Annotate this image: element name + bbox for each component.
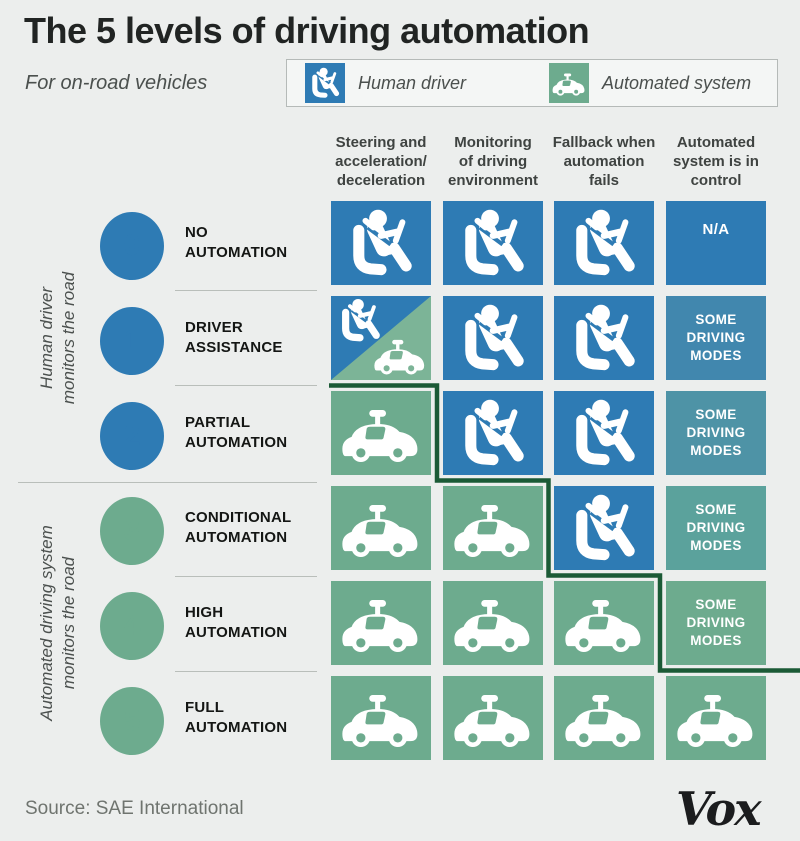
row-label: DRIVER ASSISTANCE xyxy=(185,319,283,356)
automated-car-icon xyxy=(562,689,646,748)
row-level-0: 0 NO AUTOMATION N/A xyxy=(0,201,800,285)
cell-l2-fallback xyxy=(554,391,654,475)
row-label: CONDITIONAL AUTOMATION xyxy=(185,509,292,546)
automated-car-icon xyxy=(451,499,535,558)
automated-car-icon xyxy=(549,63,589,103)
cell-l2-control: SOME DRIVING MODES xyxy=(666,391,766,475)
automated-car-icon xyxy=(562,594,646,653)
automated-car-icon xyxy=(451,689,535,748)
human-driver-icon xyxy=(456,303,530,373)
column-header-fallback: Fallback when automation fails xyxy=(552,134,656,189)
level-badge: 3 xyxy=(100,497,164,565)
cell-l4-fallback xyxy=(554,581,654,665)
row-divider xyxy=(175,385,317,386)
section-divider xyxy=(18,482,317,483)
automated-car-icon xyxy=(339,689,423,748)
level-badge: 4 xyxy=(100,592,164,660)
cell-l3-control: SOME DRIVING MODES xyxy=(666,486,766,570)
cell-l2-steering xyxy=(331,391,431,475)
row-level-1: 1 DRIVER ASSISTANCE SOME DRIVING MODES xyxy=(0,296,800,380)
cell-l0-control: N/A xyxy=(666,201,766,285)
cell-l1-steering-shared xyxy=(331,296,431,380)
human-driver-icon xyxy=(456,208,530,278)
page-subtitle: For on-road vehicles xyxy=(25,72,208,94)
column-header-steering: Steering and acceleration/deceleration xyxy=(335,134,427,189)
level-badge: 5 xyxy=(100,687,164,755)
legend-box: Human driver Automated system xyxy=(286,59,778,107)
cell-l4-control: SOME DRIVING MODES xyxy=(666,581,766,665)
row-divider xyxy=(175,290,317,291)
row-label: HIGH AUTOMATION xyxy=(185,604,288,641)
row-label: PARTIAL AUTOMATION xyxy=(185,414,288,451)
cell-l5-control xyxy=(666,676,766,760)
level-badge: 0 xyxy=(100,212,164,280)
automated-car-icon xyxy=(451,594,535,653)
row-divider xyxy=(175,671,317,672)
cell-l1-fallback xyxy=(554,296,654,380)
human-driver-icon xyxy=(567,398,641,468)
cell-l0-steering xyxy=(331,201,431,285)
human-driver-icon xyxy=(305,63,345,103)
automated-car-icon xyxy=(339,594,423,653)
cell-l4-monitoring xyxy=(443,581,543,665)
cell-l1-control: SOME DRIVING MODES xyxy=(666,296,766,380)
legend-item-human-driver: Human driver xyxy=(305,60,466,106)
level-badge: 1 xyxy=(100,307,164,375)
human-driver-icon xyxy=(567,303,641,373)
cell-l1-monitoring xyxy=(443,296,543,380)
cell-l3-steering xyxy=(331,486,431,570)
cell-l2-monitoring xyxy=(443,391,543,475)
level-badge: 2 xyxy=(100,402,164,470)
cell-l3-fallback xyxy=(554,486,654,570)
vox-logo: Vox xyxy=(676,782,762,836)
legend-item-automated-system: Automated system xyxy=(549,60,751,106)
human-driver-icon xyxy=(567,493,641,563)
human-driver-icon xyxy=(344,208,418,278)
legend-label: Human driver xyxy=(358,72,467,93)
human-driver-icon xyxy=(456,398,530,468)
cell-l5-monitoring xyxy=(443,676,543,760)
row-divider xyxy=(175,576,317,577)
row-level-2: 2 PARTIAL AUTOMATION SOME DRIVING MODES xyxy=(0,391,800,475)
cell-l3-monitoring xyxy=(443,486,543,570)
automated-car-icon xyxy=(339,404,423,463)
column-header-system-control: Automated system is in control xyxy=(673,134,759,189)
row-label: FULL AUTOMATION xyxy=(185,699,288,736)
column-header-monitoring: Monitoring of driving environment xyxy=(447,134,538,189)
cell-l5-fallback xyxy=(554,676,654,760)
automated-car-icon xyxy=(674,689,758,748)
row-level-3: 3 CONDITIONAL AUTOMATION SOME DRIVING MOD… xyxy=(0,486,800,570)
row-label: NO AUTOMATION xyxy=(185,224,288,261)
cell-l0-fallback xyxy=(554,201,654,285)
human-driver-icon xyxy=(567,208,641,278)
cell-l4-steering xyxy=(331,581,431,665)
page-title: The 5 levels of driving automation xyxy=(24,10,590,51)
cell-l0-monitoring xyxy=(443,201,543,285)
source-credit: Source: SAE International xyxy=(25,798,244,819)
automated-car-icon xyxy=(372,336,428,375)
cell-l5-steering xyxy=(331,676,431,760)
automated-car-icon xyxy=(339,499,423,558)
row-level-5: 5 FULL AUTOMATION xyxy=(0,676,800,760)
legend-label: Automated system xyxy=(602,72,752,93)
row-level-4: 4 HIGH AUTOMATION SOME DRIVING MODES xyxy=(0,581,800,665)
